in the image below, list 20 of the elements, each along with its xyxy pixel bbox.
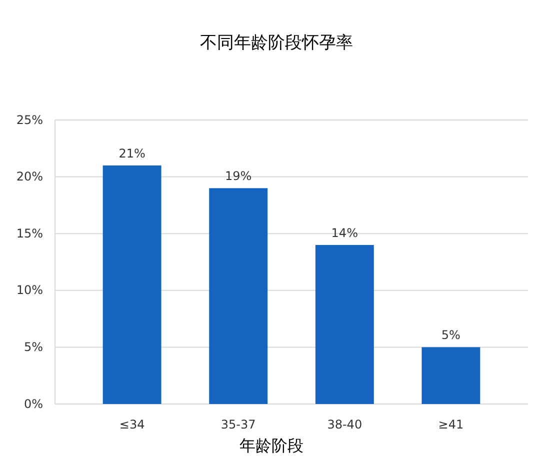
x-tick-label: ≤34	[119, 418, 145, 432]
y-tick-label: 25%	[16, 112, 43, 127]
y-tick-label: 0%	[24, 396, 43, 411]
data-label: 21%	[118, 146, 146, 160]
y-tick-label: 20%	[16, 170, 43, 184]
data-label: 5%	[441, 328, 460, 342]
y-tick-label: 5%	[24, 340, 43, 354]
x-tick-label: 38-40	[327, 418, 362, 432]
bar	[209, 188, 268, 404]
data-label: 14%	[331, 226, 358, 240]
bar	[422, 347, 480, 404]
y-tick-label: 15%	[16, 226, 43, 240]
chart-title: 不同年龄阶段怀孕率	[200, 33, 353, 53]
bar	[315, 244, 374, 404]
x-tick-label: ≥41	[438, 418, 464, 432]
bar	[102, 165, 162, 404]
y-tick-label: 10%	[16, 283, 43, 298]
x-axis-title: 年龄阶段	[240, 436, 304, 455]
x-tick-label: 35-37	[220, 418, 256, 432]
data-label: 19%	[225, 169, 252, 184]
